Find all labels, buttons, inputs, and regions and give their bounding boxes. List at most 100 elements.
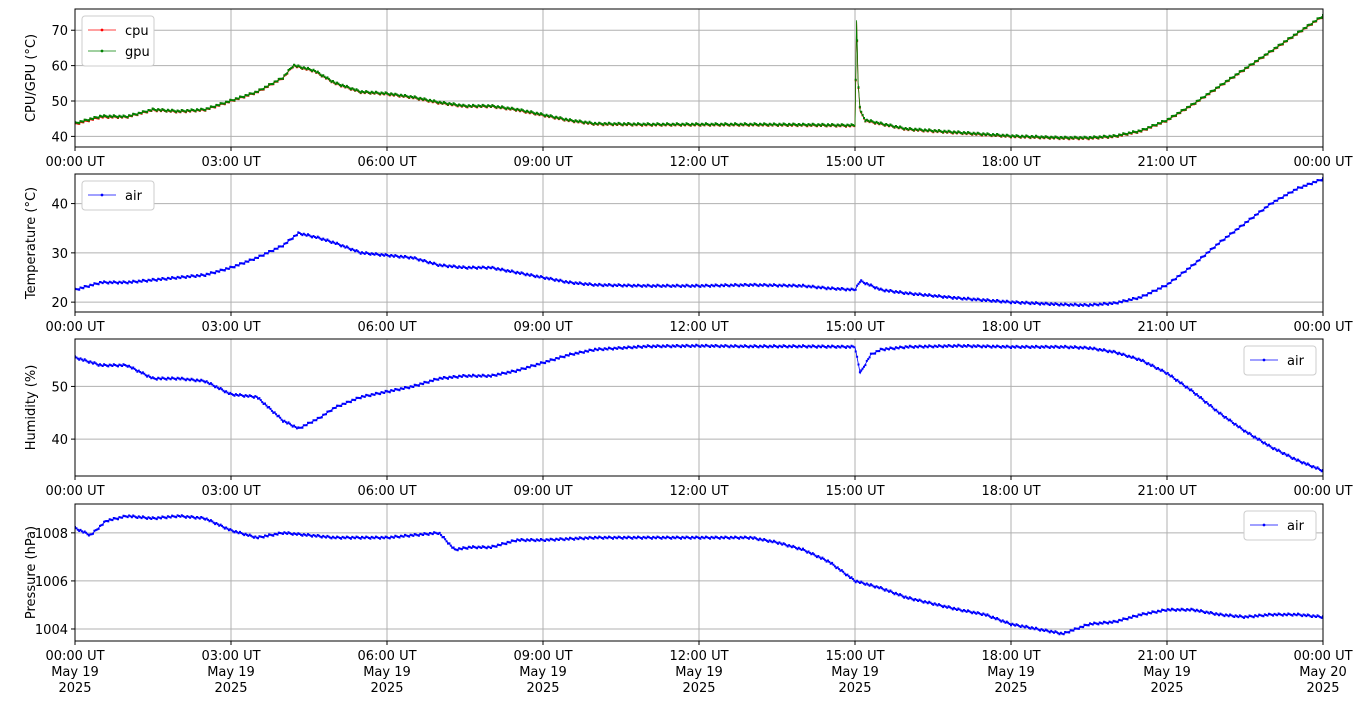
x-tick-label: 21:00 UT xyxy=(1137,649,1196,664)
series-gpu xyxy=(75,14,1323,140)
plot-frame xyxy=(74,8,1324,148)
y-tick-label: 30 xyxy=(51,247,68,262)
x-tick-label: 00:00 UT xyxy=(1293,320,1352,335)
x-tick-label: May 19 xyxy=(363,665,411,680)
x-tick-label: 00:00 UT xyxy=(45,484,104,499)
legend: cpu gpu xyxy=(81,15,155,67)
x-tick-label: 15:00 UT xyxy=(825,484,884,499)
legend-marker-air xyxy=(1262,523,1266,527)
legend: air xyxy=(1243,345,1317,376)
x-tick-label: 21:00 UT xyxy=(1137,320,1196,335)
y-axis-label: Pressure (hPa) xyxy=(24,526,39,619)
x-tick-label: 2025 xyxy=(214,681,247,696)
x-tick-label: 06:00 UT xyxy=(357,320,416,335)
legend-marker-gpu xyxy=(100,49,104,53)
legend-label-air: air xyxy=(1287,519,1305,534)
y-tick-label: 40 xyxy=(51,198,68,213)
y-tick-label: 50 xyxy=(51,380,68,395)
x-tick-label: 18:00 UT xyxy=(981,320,1040,335)
y-axis-label: CPU/GPU (°C) xyxy=(24,34,39,122)
x-tick-label: May 19 xyxy=(1143,665,1191,680)
y-tick-label: 70 xyxy=(51,24,68,39)
x-tick-label: 2025 xyxy=(58,681,91,696)
x-tick-label: 00:00 UT xyxy=(1293,484,1352,499)
legend-box xyxy=(1243,345,1317,376)
x-tick-label: May 19 xyxy=(519,665,567,680)
series-markers-air xyxy=(75,177,1323,308)
x-tick-label: 2025 xyxy=(370,681,403,696)
x-tick-label: 00:00 UT xyxy=(45,649,104,664)
chart-panel-1: 00:00 UT 03:00 UT 06:00 UT 09:00 UT 12:00 UT… xyxy=(24,8,1353,170)
legend-marker-air xyxy=(100,193,104,197)
chart-panel-2: 00:00 UT 03:00 UT 06:00 UT 09:00 UT 12:00 UT… xyxy=(24,173,1353,335)
x-tick-label: 15:00 UT xyxy=(825,320,884,335)
x-tick-label: 18:00 UT xyxy=(981,484,1040,499)
x-tick-label: 09:00 UT xyxy=(513,320,572,335)
x-tick-label: 09:00 UT xyxy=(513,484,572,499)
x-tick-label: 2025 xyxy=(526,681,559,696)
y-axis-label: Humidity (%) xyxy=(24,365,39,451)
x-tick-label: 2025 xyxy=(994,681,1027,696)
x-tick-label: 18:00 UT xyxy=(981,649,1040,664)
x-tick-label: 15:00 UT xyxy=(825,649,884,664)
y-tick-label: 20 xyxy=(51,296,68,311)
series-air xyxy=(75,177,1323,308)
series-air xyxy=(75,343,1323,473)
x-tick-label: 06:00 UT xyxy=(357,484,416,499)
legend: air xyxy=(81,180,155,211)
x-tick-label: 21:00 UT xyxy=(1137,484,1196,499)
x-tick-label: 12:00 UT xyxy=(669,320,728,335)
y-tick-label: 40 xyxy=(51,130,68,145)
x-tick-label: 00:00 UT xyxy=(45,320,104,335)
x-tick-label: 03:00 UT xyxy=(201,320,260,335)
plot-frame xyxy=(74,338,1324,477)
series-markers-gpu xyxy=(75,14,1323,140)
x-tick-label: 00:00 UT xyxy=(1293,649,1352,664)
x-tick-label: 2025 xyxy=(1306,681,1339,696)
x-tick-label: 06:00 UT xyxy=(357,649,416,664)
series-air xyxy=(75,514,1323,636)
x-tick-label: May 19 xyxy=(831,665,879,680)
x-tick-label: 12:00 UT xyxy=(669,155,728,170)
legend-label-gpu: gpu xyxy=(125,45,150,60)
x-tick-label: 06:00 UT xyxy=(357,155,416,170)
x-tick-label: 15:00 UT xyxy=(825,155,884,170)
y-tick-label: 1004 xyxy=(35,623,68,638)
legend-marker-air xyxy=(1262,358,1266,362)
x-tick-label: 2025 xyxy=(838,681,871,696)
x-tick-label: 21:00 UT xyxy=(1137,155,1196,170)
chart-panel-3: 00:00 UT 03:00 UT 06:00 UT 09:00 UT 12:00 UT… xyxy=(24,338,1353,499)
x-tick-label: 18:00 UT xyxy=(981,155,1040,170)
series-markers-air xyxy=(75,343,1323,473)
y-tick-label: 50 xyxy=(51,95,68,110)
x-tick-label: 00:00 UT xyxy=(1293,155,1352,170)
x-tick-label: 2025 xyxy=(682,681,715,696)
x-tick-label: 2025 xyxy=(1150,681,1183,696)
legend-box xyxy=(1243,510,1317,541)
x-tick-label: 09:00 UT xyxy=(513,649,572,664)
x-tick-label: 03:00 UT xyxy=(201,155,260,170)
legend-box xyxy=(81,180,155,211)
x-tick-label: 09:00 UT xyxy=(513,155,572,170)
x-tick-label: May 20 xyxy=(1299,665,1347,680)
x-tick-label: 12:00 UT xyxy=(669,649,728,664)
x-tick-label: May 19 xyxy=(987,665,1035,680)
series-markers-air xyxy=(75,514,1323,636)
legend-label-air: air xyxy=(125,189,143,204)
y-tick-label: 1006 xyxy=(35,575,68,590)
legend-box xyxy=(81,15,155,67)
x-tick-label: May 19 xyxy=(51,665,99,680)
x-tick-label: 03:00 UT xyxy=(201,649,260,664)
y-tick-label: 60 xyxy=(51,60,68,75)
x-tick-label: 00:00 UT xyxy=(45,155,104,170)
y-tick-label: 40 xyxy=(51,433,68,448)
y-tick-label: 1008 xyxy=(35,527,68,542)
plot-frame xyxy=(74,173,1324,313)
legend-marker-cpu xyxy=(100,28,104,32)
x-tick-label: 12:00 UT xyxy=(669,484,728,499)
x-tick-label: May 19 xyxy=(675,665,723,680)
x-tick-label: 03:00 UT xyxy=(201,484,260,499)
legend-label-air: air xyxy=(1287,354,1305,369)
